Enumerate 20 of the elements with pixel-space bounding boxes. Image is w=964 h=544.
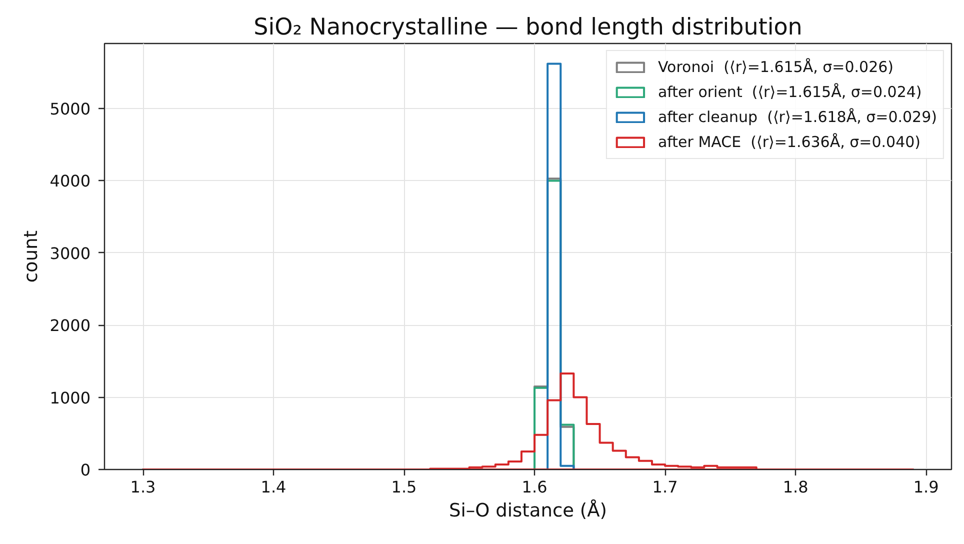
- legend-label: after orient (⟨r⟩=1.615Å, σ=0.024): [658, 82, 922, 102]
- x-tick-label: 1.5: [391, 478, 417, 496]
- chart-title: SiO₂ Nanocrystalline — bond length distribution: [254, 14, 802, 40]
- x-tick-label: 1.8: [782, 478, 808, 496]
- x-tick-label: 1.9: [913, 478, 939, 496]
- y-tick-label: 2000: [50, 316, 90, 336]
- x-tick-label: 1.7: [652, 478, 678, 496]
- legend-label: Voronoi (⟨r⟩=1.615Å, σ=0.026): [658, 57, 894, 77]
- legend-label: after MACE (⟨r⟩=1.636Å, σ=0.040): [658, 132, 921, 152]
- y-tick-label: 1000: [50, 388, 90, 408]
- x-tick-label: 1.3: [130, 478, 156, 496]
- y-axis-title: count: [20, 230, 42, 283]
- y-tick-label: 5000: [50, 100, 90, 119]
- legend-label: after cleanup (⟨r⟩=1.618Å, σ=0.029): [658, 107, 937, 127]
- x-tick-label: 1.6: [522, 478, 548, 496]
- y-tick-label: 4000: [50, 172, 90, 191]
- x-tick-label: 1.4: [260, 478, 286, 496]
- y-tick-label: 3000: [50, 244, 90, 263]
- x-axis-title: Si–O distance (Å): [449, 498, 607, 522]
- y-tick-label: 0: [80, 460, 91, 480]
